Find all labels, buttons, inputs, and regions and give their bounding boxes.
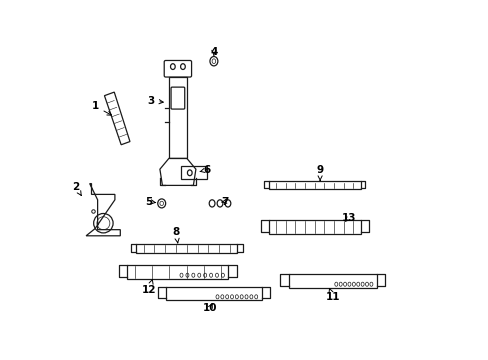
Text: 10: 10 <box>203 303 217 313</box>
Text: 8: 8 <box>172 227 180 243</box>
Bar <box>166 287 261 300</box>
Bar <box>268 181 360 189</box>
Bar <box>168 77 186 158</box>
Text: 7: 7 <box>221 197 228 207</box>
Text: 3: 3 <box>147 96 163 106</box>
Text: 12: 12 <box>142 279 156 295</box>
Bar <box>288 274 376 288</box>
Text: 13: 13 <box>341 213 355 223</box>
Bar <box>181 166 206 179</box>
Bar <box>268 220 360 234</box>
Text: 5: 5 <box>145 197 155 207</box>
Text: 2: 2 <box>72 182 81 195</box>
Bar <box>136 244 237 253</box>
Text: 6: 6 <box>200 165 210 175</box>
Text: 11: 11 <box>325 289 339 302</box>
Bar <box>127 265 228 279</box>
Text: 4: 4 <box>210 47 217 57</box>
Text: 9: 9 <box>316 165 323 181</box>
Text: 1: 1 <box>91 101 111 115</box>
